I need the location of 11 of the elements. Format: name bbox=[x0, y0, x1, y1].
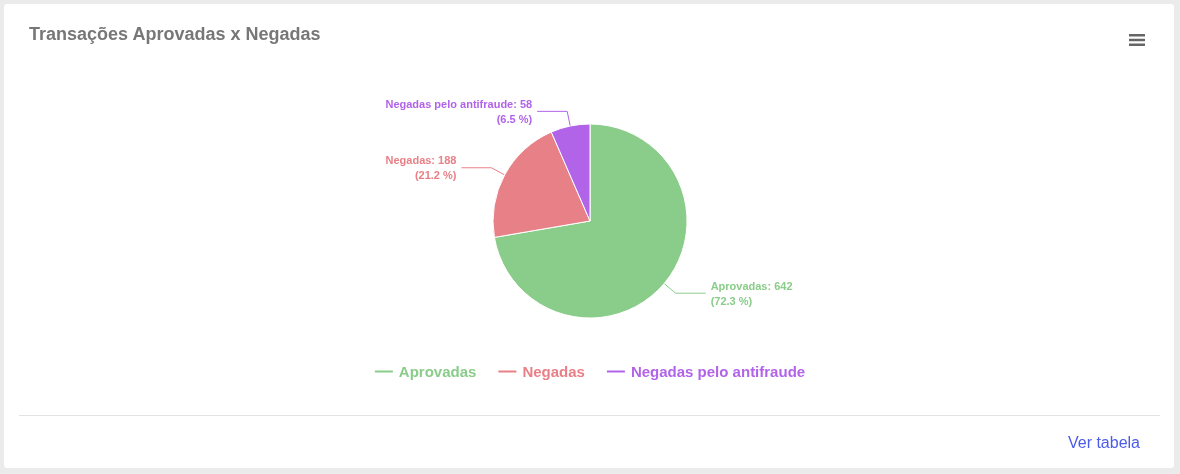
category-label: Negadas: 188 bbox=[385, 154, 457, 167]
category-label: Negadas pelo antifraude: 58 bbox=[385, 97, 533, 110]
legend-label: Aprovadas bbox=[398, 363, 477, 380]
text: (72.3 %) bbox=[710, 294, 753, 307]
legend-label: Negadas bbox=[522, 363, 585, 380]
text: Ver tabela bbox=[1067, 434, 1140, 452]
text: (6.5 %) bbox=[496, 112, 533, 125]
legend-label: Negadas pelo antifraude bbox=[630, 363, 806, 380]
text: (21.2 %) bbox=[414, 169, 457, 182]
text: Transações Aprovadas x Negadas bbox=[29, 24, 321, 45]
category-label: Aprovadas: 642 bbox=[710, 279, 793, 292]
